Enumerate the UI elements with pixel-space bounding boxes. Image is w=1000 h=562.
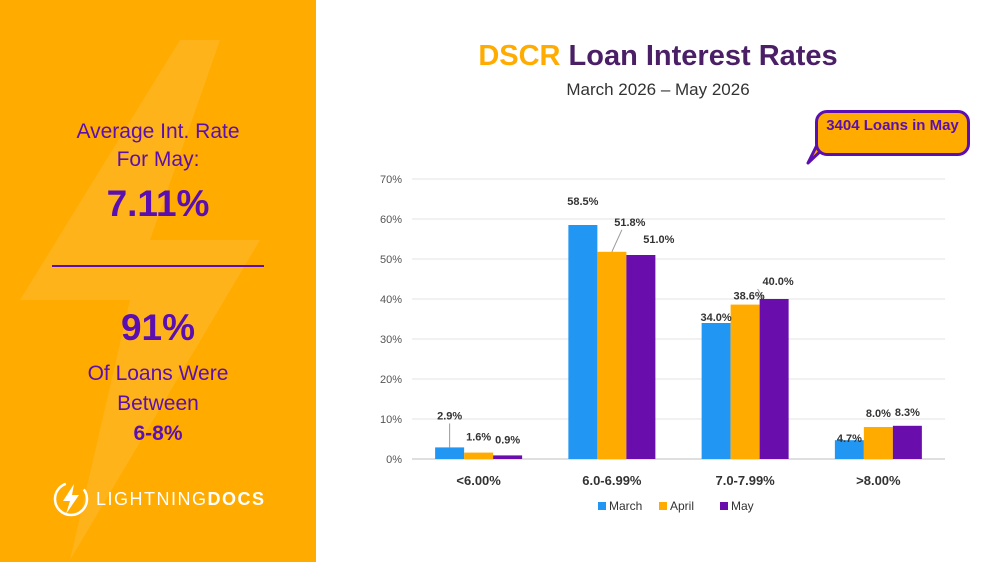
- value-label: 34.0%: [701, 312, 732, 324]
- value-label: 8.0%: [866, 408, 891, 420]
- bar: [435, 447, 465, 459]
- value-label: 4.7%: [837, 433, 862, 445]
- bar: [759, 299, 789, 459]
- y-tick-label: 0%: [386, 454, 402, 466]
- sidebar-panel: Average Int. Rate For May: 7.11% 91% Of …: [0, 0, 316, 562]
- avg-rate-value: 7.11%: [106, 183, 210, 224]
- bar: [730, 304, 760, 459]
- bar: [626, 255, 656, 459]
- bar: [863, 427, 893, 459]
- loan-share-value: 91%: [120, 307, 196, 348]
- legend-swatch: [720, 502, 728, 510]
- loan-share-label-line3: 6-8%: [133, 422, 183, 445]
- logo-text-light: LIGHTNING: [96, 488, 208, 509]
- label-leader-line: [757, 288, 765, 300]
- legend-swatch: [598, 502, 606, 510]
- avg-rate-label-line1: Average Int. Rate: [76, 120, 240, 143]
- x-category-label: 7.0-7.99%: [715, 473, 775, 488]
- loan-share-label-line2: Between: [117, 392, 199, 415]
- title-rest: Loan Interest Rates: [568, 40, 838, 72]
- chart-subtitle: March 2026 – May 2026: [566, 80, 750, 99]
- loan-share-label-line1: Of Loans Were: [87, 362, 229, 385]
- y-tick-label: 20%: [380, 374, 402, 386]
- sidebar-divider: [52, 265, 264, 267]
- y-tick-label: 70%: [380, 174, 402, 186]
- y-tick-label: 60%: [380, 214, 402, 226]
- chart-title: DSCR Loan Interest Rates: [316, 40, 1000, 73]
- value-label: 0.9%: [495, 434, 520, 446]
- logo-text-bold: DOCS: [207, 488, 266, 509]
- label-leader-line: [611, 229, 623, 253]
- y-tick-label: 10%: [380, 414, 402, 426]
- y-tick-label: 40%: [380, 294, 402, 306]
- x-category-label: >8.00%: [856, 473, 901, 488]
- bar: [834, 440, 864, 459]
- bar: [701, 323, 731, 459]
- legend-swatch: [659, 502, 667, 510]
- value-label: 51.8%: [614, 217, 645, 229]
- bar: [892, 425, 922, 459]
- legend-label: May: [731, 499, 754, 513]
- y-tick-label: 50%: [380, 254, 402, 266]
- loan-count-callout: 3404 Loans in May: [815, 110, 970, 156]
- value-label: 2.9%: [437, 410, 462, 422]
- y-tick-label: 30%: [380, 334, 402, 346]
- value-label: 38.6%: [734, 291, 765, 303]
- title-accent: DSCR: [478, 40, 561, 72]
- avg-rate-label-line2: For May:: [116, 148, 200, 171]
- bar: [568, 225, 598, 459]
- bar: [597, 251, 627, 459]
- value-label: 40.0%: [763, 276, 794, 288]
- x-category-label: 6.0-6.99%: [582, 473, 642, 488]
- bar: [493, 455, 523, 459]
- legend-label: April: [670, 499, 694, 513]
- x-category-label: <6.00%: [456, 473, 501, 488]
- company-logo: LIGHTNINGDOCS: [52, 480, 266, 518]
- lightning-bolt-icon: [53, 481, 89, 517]
- value-label: 1.6%: [466, 432, 491, 444]
- value-label: 51.0%: [643, 234, 674, 246]
- value-label: 58.5%: [567, 196, 598, 208]
- legend-label: March: [609, 499, 642, 513]
- lightning-watermark-icon: [20, 40, 260, 560]
- value-label: 8.3%: [895, 407, 920, 419]
- bar: [464, 452, 494, 459]
